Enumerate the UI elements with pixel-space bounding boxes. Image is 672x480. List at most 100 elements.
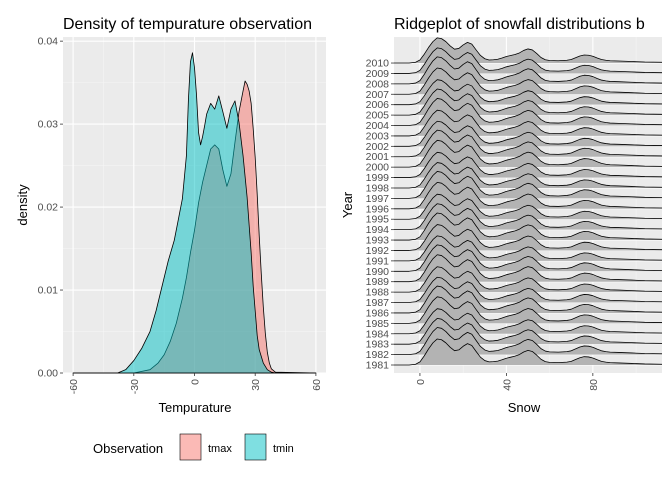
ridge-y-tick-label: 1983 bbox=[366, 339, 390, 351]
density-panel: Density of tempurature observation -60 -3… bbox=[15, 16, 326, 415]
ridge-line-2005 bbox=[394, 88, 663, 116]
ridge-y-tick-label: 2002 bbox=[366, 141, 390, 153]
density-area-tmin bbox=[72, 52, 317, 374]
ridge-fill-1981 bbox=[394, 338, 662, 365]
ridge-y-tick-label: 2006 bbox=[366, 99, 390, 111]
ridgeplot-title: Ridgeplot of snowfall distributions b bbox=[394, 16, 645, 33]
ridge-line-2004 bbox=[394, 98, 663, 126]
ridge-line-1997 bbox=[394, 171, 663, 199]
ridge-y-tick-label: 1999 bbox=[366, 172, 390, 184]
ridge-y-tick-label: 2010 bbox=[366, 58, 390, 70]
density-series bbox=[72, 52, 317, 374]
density-x-tick-label: -60 bbox=[68, 379, 80, 394]
density-x-tick-label: 0 bbox=[190, 379, 202, 385]
ridge-fill-1992 bbox=[394, 224, 662, 251]
ridge-line-1985 bbox=[394, 296, 663, 324]
ridge-line-1988 bbox=[394, 266, 663, 293]
ridge-line-1995 bbox=[394, 193, 663, 220]
ridge-y-tick-label: 1992 bbox=[366, 245, 390, 257]
ridgeplot-x-axis-title: Snow bbox=[508, 400, 541, 415]
density-y-tick-label: 0.04 bbox=[38, 36, 59, 48]
ridge-fill-1985 bbox=[394, 296, 662, 324]
ridge-y-tick-label: 1991 bbox=[366, 255, 390, 267]
density-x-tick-label: -30 bbox=[129, 379, 141, 394]
ridge-y-tick-label: 1989 bbox=[366, 276, 390, 288]
ridge-y-tick-label: 2007 bbox=[366, 89, 390, 101]
ridge-y-tick-label: 2003 bbox=[366, 130, 390, 142]
ridge-y-tick-label: 1997 bbox=[366, 193, 390, 205]
ridge-line-1989 bbox=[394, 254, 663, 283]
ridge-y-tick-label: 2004 bbox=[366, 120, 390, 132]
ridge-line-1984 bbox=[394, 308, 663, 335]
ridge-fill-2003 bbox=[394, 110, 662, 136]
density-y-axis-title: density bbox=[15, 184, 30, 226]
ridge-fill-1996 bbox=[394, 182, 662, 209]
ridge-y-tick-label: 2000 bbox=[366, 162, 390, 174]
ridge-line-1981 bbox=[394, 338, 663, 366]
ridge-x-tick-label: 0 bbox=[415, 379, 427, 385]
density-y-tick-label: 0.00 bbox=[38, 368, 59, 380]
ridge-y-tick-label: 1981 bbox=[366, 360, 390, 372]
ridge-line-1983 bbox=[394, 318, 663, 345]
ridge-y-tick-label: 1994 bbox=[366, 224, 390, 236]
ridge-y-tick-label: 1998 bbox=[366, 182, 390, 194]
ridge-line-2010 bbox=[394, 37, 663, 64]
density-x-tick-label: 60 bbox=[311, 379, 323, 391]
ridge-line-1991 bbox=[394, 235, 663, 262]
ridge-line-1990 bbox=[394, 244, 663, 272]
ridge-y-tick-label: 1988 bbox=[366, 287, 390, 299]
density-y-tick-label: 0.02 bbox=[38, 202, 59, 214]
legend-label-tmin: tmin bbox=[273, 443, 294, 455]
ridge-line-2002 bbox=[394, 120, 663, 147]
ridge-fill-1989 bbox=[394, 254, 662, 282]
ridge-y-tick-label: 1982 bbox=[366, 349, 390, 361]
ridge-y-tick-label: 2009 bbox=[366, 68, 390, 80]
ridge-line-1986 bbox=[394, 285, 663, 314]
ridge-y-tick-label: 2001 bbox=[366, 151, 390, 163]
legend-key-tmin bbox=[244, 433, 267, 461]
ridge-y-tick-label: 1990 bbox=[366, 266, 390, 278]
ridgeplot-axis-ticks: 0 40 80 19811982198319841985198619871988198… bbox=[366, 58, 600, 391]
ridge-line-2007 bbox=[394, 67, 663, 95]
ridge-line-1998 bbox=[394, 162, 663, 189]
legend-title: Observation bbox=[93, 441, 163, 456]
ridge-y-tick-label: 1996 bbox=[366, 203, 390, 215]
ridge-y-tick-label: 2005 bbox=[366, 110, 390, 122]
ridge-line-1992 bbox=[394, 224, 663, 251]
legend: Observation tmax tmin bbox=[93, 433, 294, 461]
ridge-x-tick-label: 40 bbox=[501, 379, 513, 391]
ridge-line-2003 bbox=[394, 109, 663, 137]
ridge-y-tick-label: 1984 bbox=[366, 328, 390, 340]
ridge-line-2000 bbox=[394, 139, 663, 168]
ridge-line-1993 bbox=[394, 212, 663, 241]
legend-label-tmax: tmax bbox=[208, 443, 232, 455]
legend-key-tmax bbox=[179, 433, 202, 461]
ridge-y-tick-label: 1993 bbox=[366, 235, 390, 247]
ridgeplot-y-axis-title: Year bbox=[340, 191, 355, 218]
ridge-line-1999 bbox=[394, 151, 663, 178]
density-x-tick-label: 30 bbox=[250, 379, 262, 391]
ridge-fill-2000 bbox=[394, 140, 662, 168]
density-x-axis-title: Tempurature bbox=[159, 400, 232, 415]
density-y-tick-label: 0.01 bbox=[38, 285, 59, 297]
ridge-y-tick-label: 1995 bbox=[366, 214, 390, 226]
ridge-y-tick-label: 2008 bbox=[366, 78, 390, 90]
ridge-line-2009 bbox=[394, 47, 663, 74]
ridgeplot-panel: Ridgeplot of snowfall distributions b 0 4… bbox=[340, 16, 663, 415]
ridge-line-1994 bbox=[394, 203, 663, 231]
ridge-fill-2007 bbox=[394, 68, 662, 95]
ridge-line-1987 bbox=[394, 276, 663, 303]
density-axis-ticks: -60 -30 0 30 60 0.00 0.01 0.02 0.03 0.04 bbox=[38, 36, 323, 395]
ridge-y-tick-label: 1986 bbox=[366, 307, 390, 319]
ridge-y-tick-label: 1985 bbox=[366, 318, 390, 330]
ridge-y-tick-label: 1987 bbox=[366, 297, 390, 309]
density-chart-title: Density of tempurature observation bbox=[63, 16, 312, 33]
ridge-x-tick-label: 80 bbox=[588, 379, 600, 391]
ridgeplot-ridges bbox=[394, 37, 663, 366]
ridge-line-2008 bbox=[394, 56, 663, 85]
density-y-tick-label: 0.03 bbox=[38, 119, 59, 131]
ridge-line-1982 bbox=[394, 327, 663, 355]
ridge-line-2006 bbox=[394, 79, 663, 106]
ridge-line-1996 bbox=[394, 182, 663, 210]
